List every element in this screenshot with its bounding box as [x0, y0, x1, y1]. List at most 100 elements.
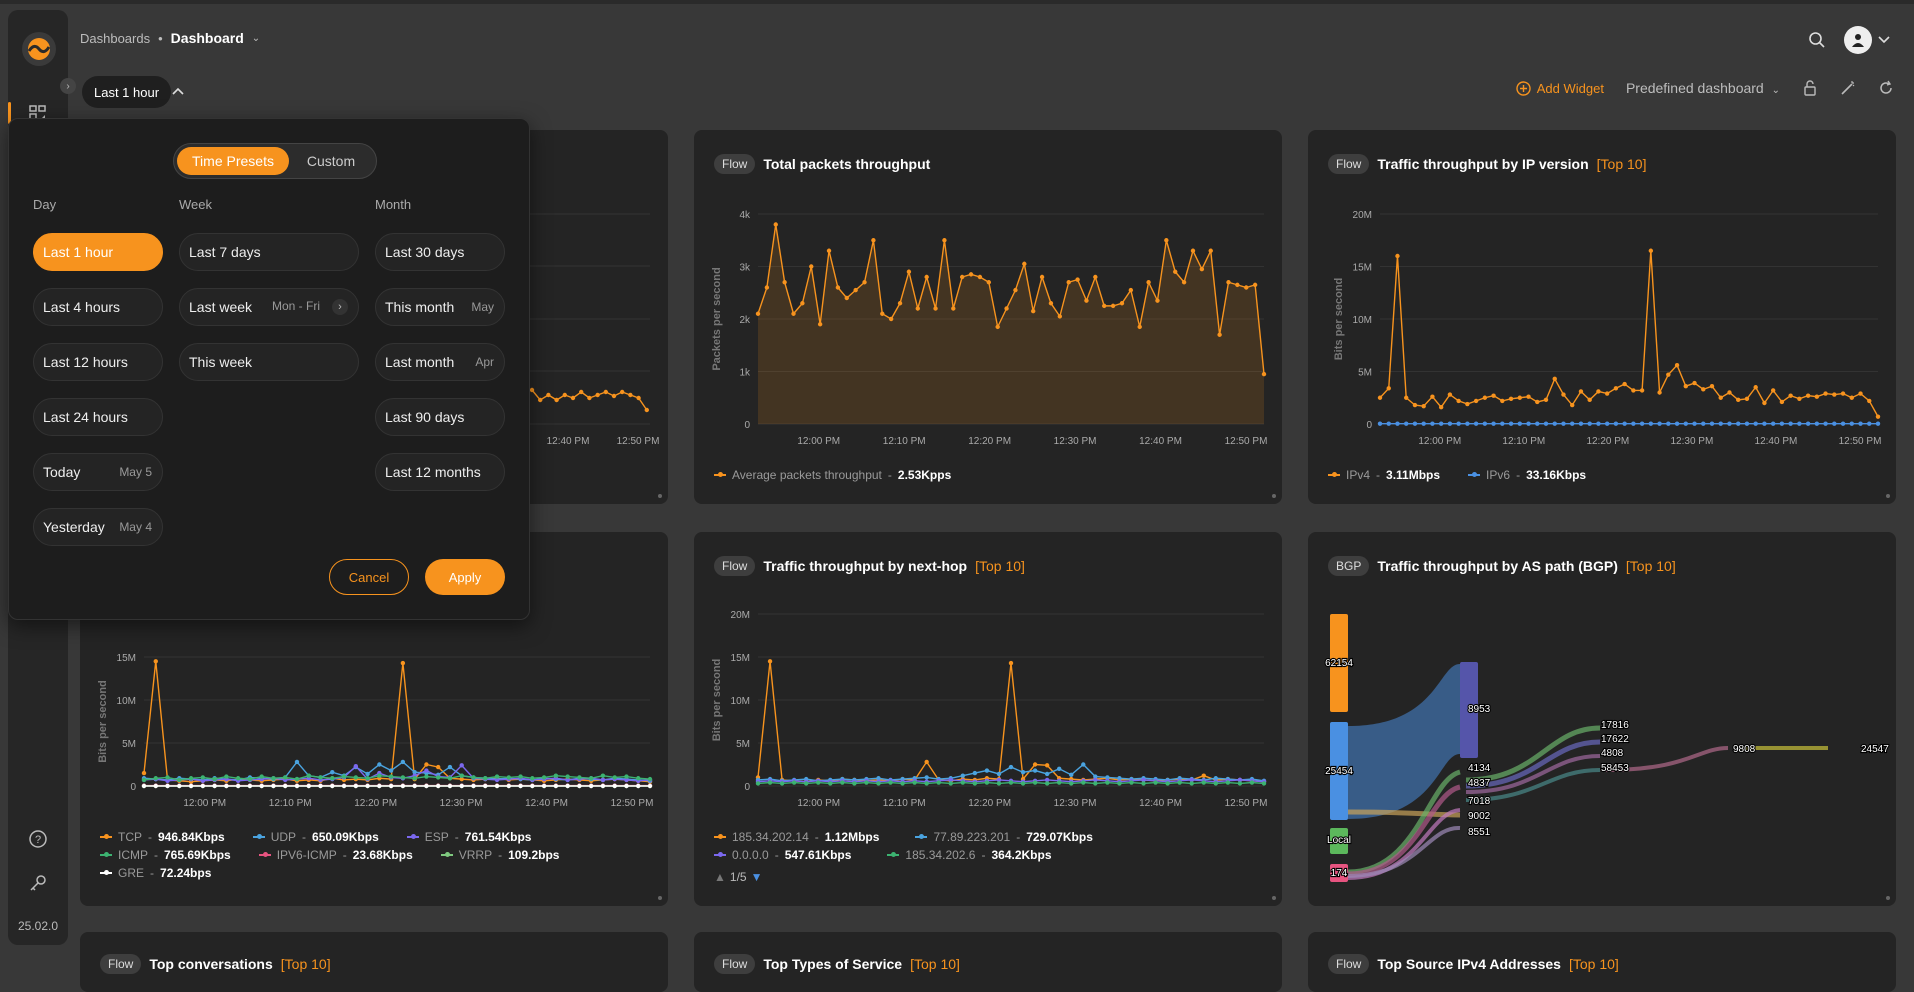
widget-title-text[interactable]: Top Types of Service — [763, 956, 903, 972]
legend-item[interactable]: TCP - 946.84Kbps — [100, 830, 225, 844]
legend-item[interactable]: 0.0.0.0 - 547.61Kbps — [714, 848, 851, 862]
data-point — [1165, 781, 1170, 786]
time-range-button[interactable]: Last 1 hour — [82, 76, 172, 108]
legend-item[interactable]: VRRP - 109.2bps — [440, 848, 559, 862]
preset-day-0[interactable]: Last 1 hour — [33, 233, 163, 271]
breadcrumb-current[interactable]: Dashboard — [170, 30, 244, 46]
data-point — [459, 783, 464, 789]
lock-open-icon[interactable] — [1802, 80, 1818, 96]
data-point — [1117, 776, 1122, 781]
data-point — [1473, 421, 1479, 426]
data-point — [595, 392, 600, 398]
data-point — [1692, 380, 1697, 386]
widget-title-text[interactable]: Total packets throughput — [763, 156, 931, 172]
preset-day-4[interactable]: Today May 5 — [33, 453, 163, 491]
preset-week-2[interactable]: This week — [179, 343, 359, 381]
breadcrumb-root[interactable]: Dashboards — [80, 30, 151, 46]
app-logo-icon[interactable] — [22, 32, 56, 66]
pager-prev-icon[interactable]: ▲ — [714, 870, 726, 884]
data-point — [483, 783, 488, 789]
tab-time-presets[interactable]: Time Presets — [177, 147, 289, 175]
resize-handle[interactable] — [658, 494, 662, 498]
preset-month-1[interactable]: This month May — [375, 288, 505, 326]
data-point — [318, 783, 323, 789]
legend-item[interactable]: ICMP - 765.69Kbps — [100, 848, 231, 862]
data-point — [1044, 777, 1050, 783]
legend-item[interactable]: ESP - 761.54Kbps — [406, 830, 531, 844]
data-point — [518, 774, 523, 779]
data-point — [353, 783, 359, 789]
legend-item[interactable]: 185.34.202.6 - 364.2Kbps — [887, 848, 1052, 862]
predefined-dashboard-select[interactable]: Predefined dashboard ⌄ — [1626, 80, 1780, 96]
legend-item[interactable]: IPv6 - 33.16Kbps — [1468, 468, 1586, 482]
resize-handle[interactable] — [1272, 896, 1276, 900]
chevron-down-icon[interactable]: ⌄ — [251, 32, 261, 44]
data-point — [165, 775, 170, 780]
sankey-flow — [1347, 784, 1461, 877]
data-point — [1022, 261, 1027, 267]
preset-month-4[interactable]: Last 12 months — [375, 453, 505, 491]
magic-wand-icon[interactable] — [1840, 80, 1856, 96]
sidebar-expand-chevron-icon[interactable]: › — [60, 78, 76, 94]
legend-item[interactable]: IPv4 - 3.11Mbps — [1328, 468, 1440, 482]
add-widget-button[interactable]: Add Widget — [1516, 81, 1604, 96]
data-point — [1508, 396, 1514, 401]
legend-marker-icon — [440, 852, 453, 857]
data-point — [1199, 266, 1205, 272]
data-point — [1517, 421, 1522, 426]
data-point — [424, 768, 429, 773]
protocol-chart: 0 5M 10M 15M Bits per second 12:00 PM 12:10 PM… — [97, 653, 653, 809]
preset-day-1[interactable]: Last 4 hours — [33, 288, 163, 326]
widget-title-text[interactable]: Top Source IPv4 Addresses — [1377, 956, 1561, 972]
chevron-up-icon[interactable] — [172, 84, 184, 98]
cancel-button[interactable]: Cancel — [329, 559, 409, 595]
legend-separator: - — [498, 848, 503, 862]
data-point — [1039, 274, 1045, 280]
legend-item[interactable]: 185.34.202.14 - 1.12Mbps — [714, 830, 879, 844]
preset-day-2[interactable]: Last 12 hours — [33, 343, 163, 381]
refresh-icon[interactable] — [1878, 80, 1894, 96]
key-icon[interactable] — [26, 871, 50, 895]
data-point — [365, 776, 370, 781]
data-point — [1867, 398, 1872, 404]
chevron-right-icon[interactable]: › — [332, 299, 348, 315]
tab-custom[interactable]: Custom — [306, 153, 356, 169]
data-point — [767, 659, 773, 664]
sankey-node-label: 8551 — [1468, 827, 1491, 838]
preset-week-0[interactable]: Last 7 days — [179, 233, 359, 271]
legend-separator: - — [150, 866, 155, 880]
legend-item[interactable]: GRE - 72.24bps — [100, 866, 211, 880]
preset-day-3[interactable]: Last 24 hours — [33, 398, 163, 436]
legend-item[interactable]: IPV6-ICMP - 23.68Kbps — [258, 848, 413, 862]
widget-title-text[interactable]: Top conversations — [149, 956, 273, 972]
legend-item[interactable]: Average packets throughput - 2.53Kpps — [714, 468, 951, 482]
resize-handle[interactable] — [1272, 494, 1276, 498]
legend-marker-icon — [100, 852, 112, 857]
pager-next-icon[interactable]: ▼ — [750, 870, 763, 884]
resize-handle[interactable] — [1886, 494, 1890, 498]
widget-title-text[interactable]: Traffic throughput by next-hop — [763, 558, 968, 574]
header-actions — [1808, 26, 1890, 54]
legend-item[interactable]: 77.89.223.201 - 729.07Kbps — [915, 830, 1093, 844]
preset-month-3[interactable]: Last 90 days — [375, 398, 505, 436]
widget-title-text[interactable]: Traffic throughput by IP version — [1377, 156, 1589, 172]
widget-title-text[interactable]: Traffic throughput by AS path (BGP) — [1377, 558, 1618, 574]
apply-button[interactable]: Apply — [425, 559, 505, 595]
resize-handle[interactable] — [1886, 896, 1890, 900]
data-point — [494, 774, 500, 779]
data-point — [1438, 405, 1444, 410]
resize-handle[interactable] — [658, 896, 662, 900]
data-point — [1421, 403, 1426, 409]
preset-month-2[interactable]: Last month Apr — [375, 343, 505, 381]
legend-item[interactable]: UDP - 650.09Kbps — [252, 830, 379, 844]
search-icon[interactable] — [1808, 31, 1826, 49]
data-point — [995, 324, 1000, 330]
help-icon[interactable]: ? — [26, 827, 50, 851]
preset-week-1[interactable]: Last week Mon - Fri › — [179, 288, 359, 326]
legend-marker-icon — [100, 834, 112, 839]
data-point — [972, 770, 978, 776]
user-menu[interactable] — [1844, 26, 1890, 54]
preset-day-5[interactable]: Yesterday May 4 — [33, 508, 163, 546]
preset-month-0[interactable]: Last 30 days — [375, 233, 505, 271]
legend-separator: - — [981, 848, 986, 862]
